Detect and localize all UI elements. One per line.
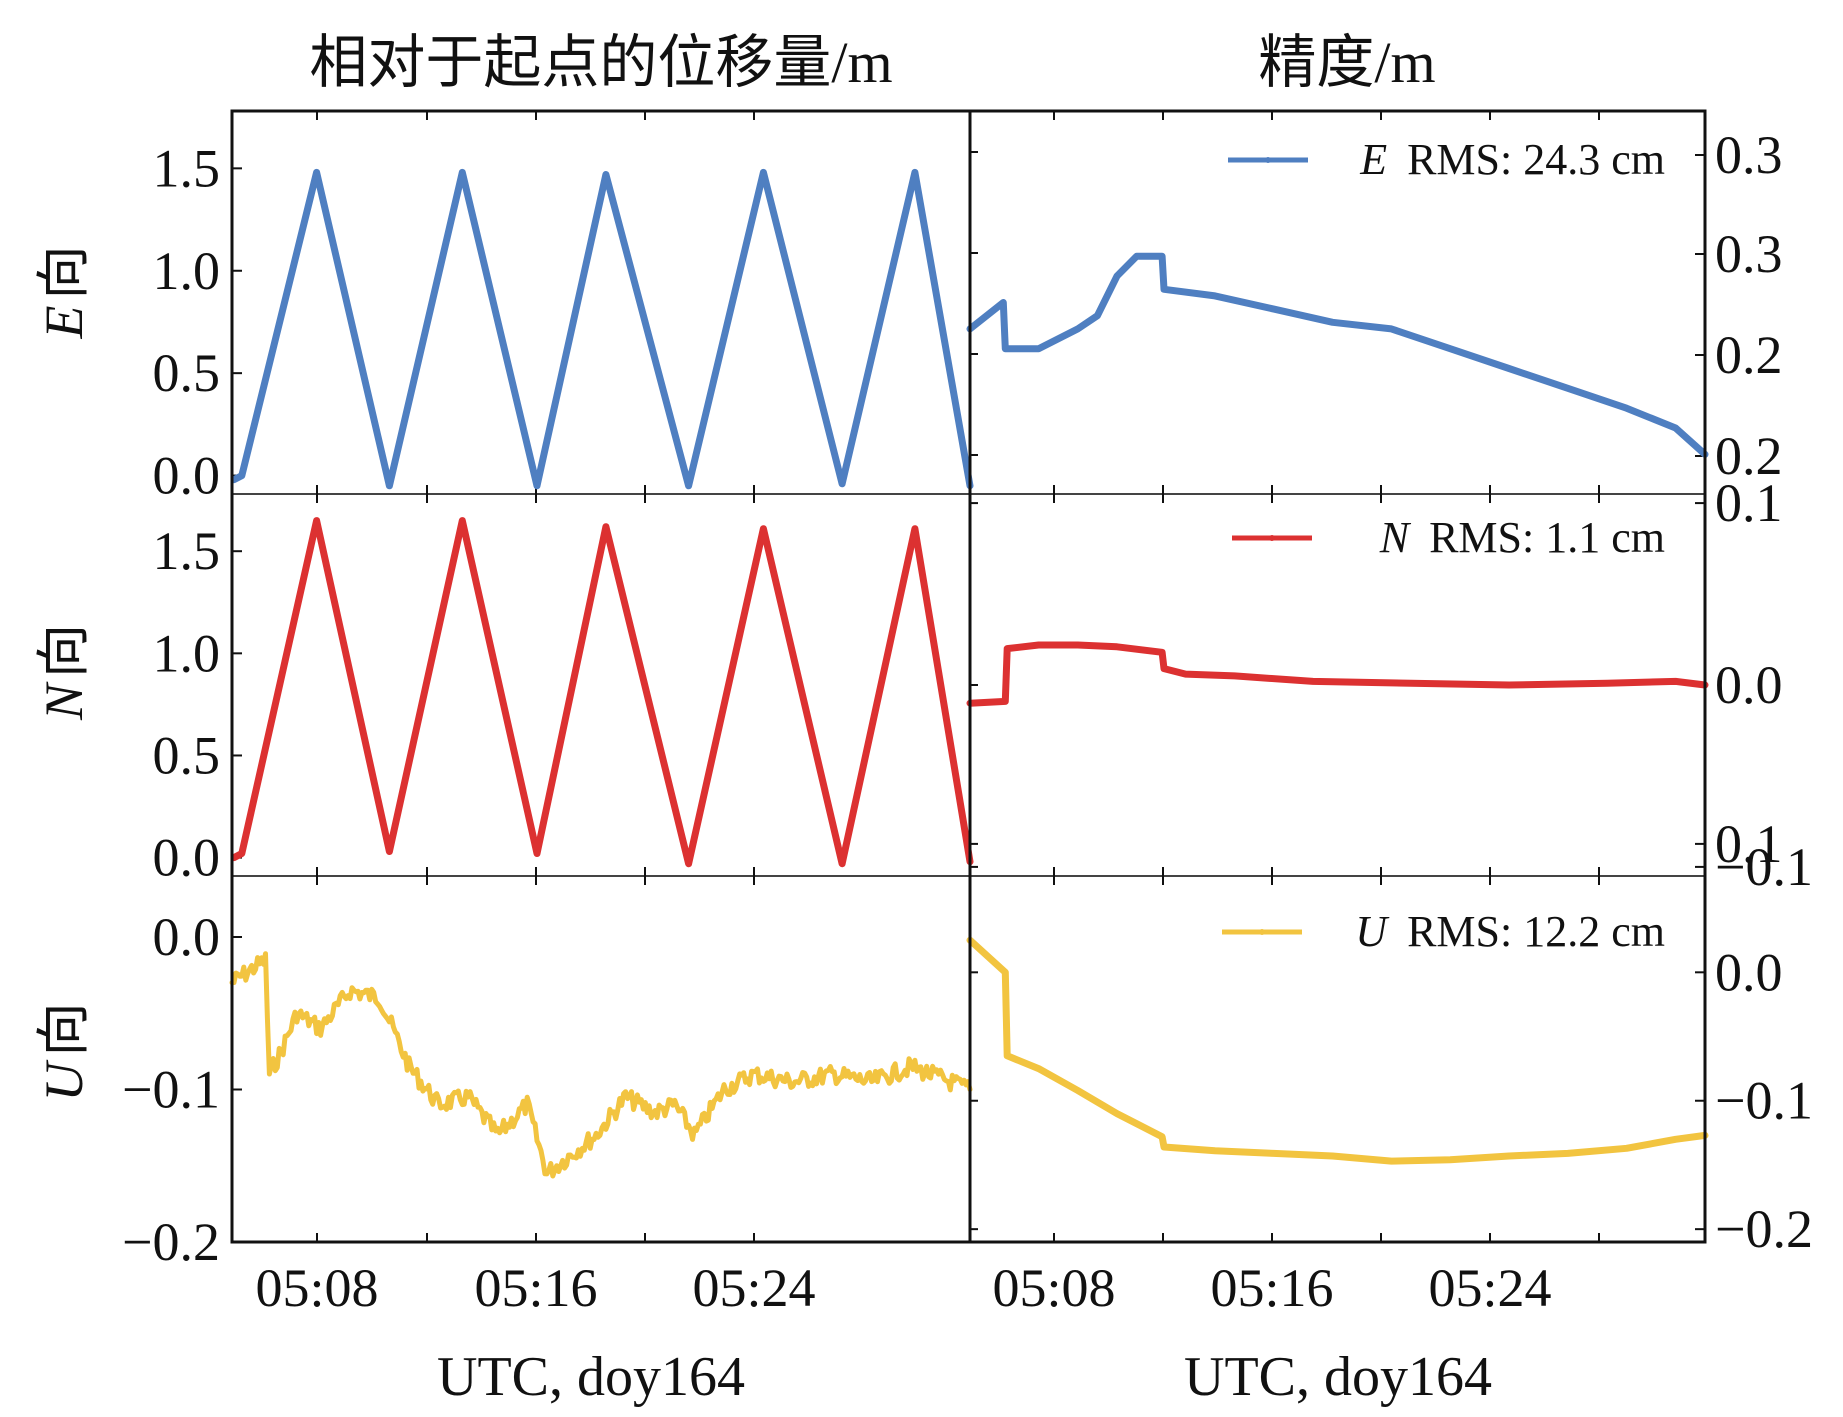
y-tick-label: −0.1 <box>1715 1071 1813 1131</box>
row-label-e: E向 <box>34 246 94 340</box>
x-tick-label: 05:24 <box>692 1258 815 1318</box>
legend-label-u: U RMS: 12.2 cm <box>1355 907 1665 956</box>
legend-marker-u <box>1259 929 1265 935</box>
series-line-e-precision <box>966 252 1709 458</box>
left-column-title: 相对于起点的位移量/m <box>309 30 892 95</box>
y-tick-label: −0.2 <box>122 1212 220 1272</box>
y-tick-label: 0.0 <box>153 828 221 888</box>
y-tick-label: 0.5 <box>153 343 221 403</box>
y-tick-label: −0.1 <box>122 1060 220 1120</box>
y-tick-label: 0.3 <box>1715 224 1783 284</box>
right-x-ticks: 05:08 05:16 05:24 <box>992 1258 1551 1318</box>
legend-e: E RMS: 24.3 cm <box>1228 135 1665 184</box>
series-line-u-displacement <box>229 951 973 1179</box>
x-tick-label: 05:16 <box>474 1258 597 1318</box>
series-line-n-precision <box>966 641 1709 707</box>
y-tick-label: 0.2 <box>1715 426 1783 486</box>
legend-n: N RMS: 1.1 cm <box>1232 513 1665 562</box>
y-tick-label: −0.1 <box>1715 837 1813 897</box>
y-tick-label: 1.0 <box>153 241 221 301</box>
x-tick-label: 05:08 <box>255 1258 378 1318</box>
row-suffix: 向 <box>34 624 94 678</box>
right-x-axis-label: UTC, doy164 <box>1184 1346 1492 1408</box>
y-tick-label: 0.0 <box>153 907 221 967</box>
right-plot-frame <box>968 109 1707 1244</box>
left-x-axis-label: UTC, doy164 <box>437 1346 745 1408</box>
left-x-ticks: 05:08 05:16 05:24 <box>255 1258 815 1318</box>
panels: 0.0 0.5 1.0 1.5 0.3 0.3 0.2 0.2 0.0 0.5 1.0 1.5 0.1 0… <box>122 111 1813 1272</box>
row-label-u: U向 <box>34 1003 94 1102</box>
x-tick-label: 05:24 <box>1428 1258 1551 1318</box>
row-suffix: 向 <box>34 1003 94 1057</box>
series-line-e-displacement <box>230 168 974 490</box>
row-letter: U <box>34 1060 94 1102</box>
right-column-title: 精度/m <box>1258 30 1435 95</box>
legend-u: U RMS: 12.2 cm <box>1222 907 1665 956</box>
y-tick-label: 0.0 <box>1715 942 1783 1002</box>
x-tick-label: 05:16 <box>1210 1258 1333 1318</box>
row-label-n: N向 <box>34 624 94 721</box>
legend-marker-n <box>1269 535 1275 541</box>
y-tick-label: 0.1 <box>1715 473 1783 533</box>
row-suffix: 向 <box>34 246 94 300</box>
legend-label-n: N RMS: 1.1 cm <box>1379 513 1665 562</box>
row-letter: N <box>34 681 94 721</box>
legend-label-e: E RMS: 24.3 cm <box>1359 135 1665 184</box>
y-tick-label: −0.2 <box>1715 1199 1813 1259</box>
y-tick-label: 0.0 <box>1715 655 1783 715</box>
y-tick-label: 0.1 <box>1715 814 1783 874</box>
y-tick-label: 0.0 <box>153 446 221 506</box>
y-tick-label: 1.5 <box>153 521 221 581</box>
y-tick-label: 0.5 <box>153 725 221 785</box>
y-tick-label: 1.0 <box>153 623 221 683</box>
row-letter: E <box>34 306 94 340</box>
y-tick-label: 0.3 <box>1715 125 1783 185</box>
series-line-n-displacement <box>230 517 974 868</box>
legend-marker-e <box>1265 157 1271 163</box>
x-tick-label: 05:08 <box>992 1258 1115 1318</box>
series-line-u-precision <box>966 936 1709 1165</box>
y-tick-label: 1.5 <box>153 138 221 198</box>
y-tick-label: 0.2 <box>1715 325 1783 385</box>
